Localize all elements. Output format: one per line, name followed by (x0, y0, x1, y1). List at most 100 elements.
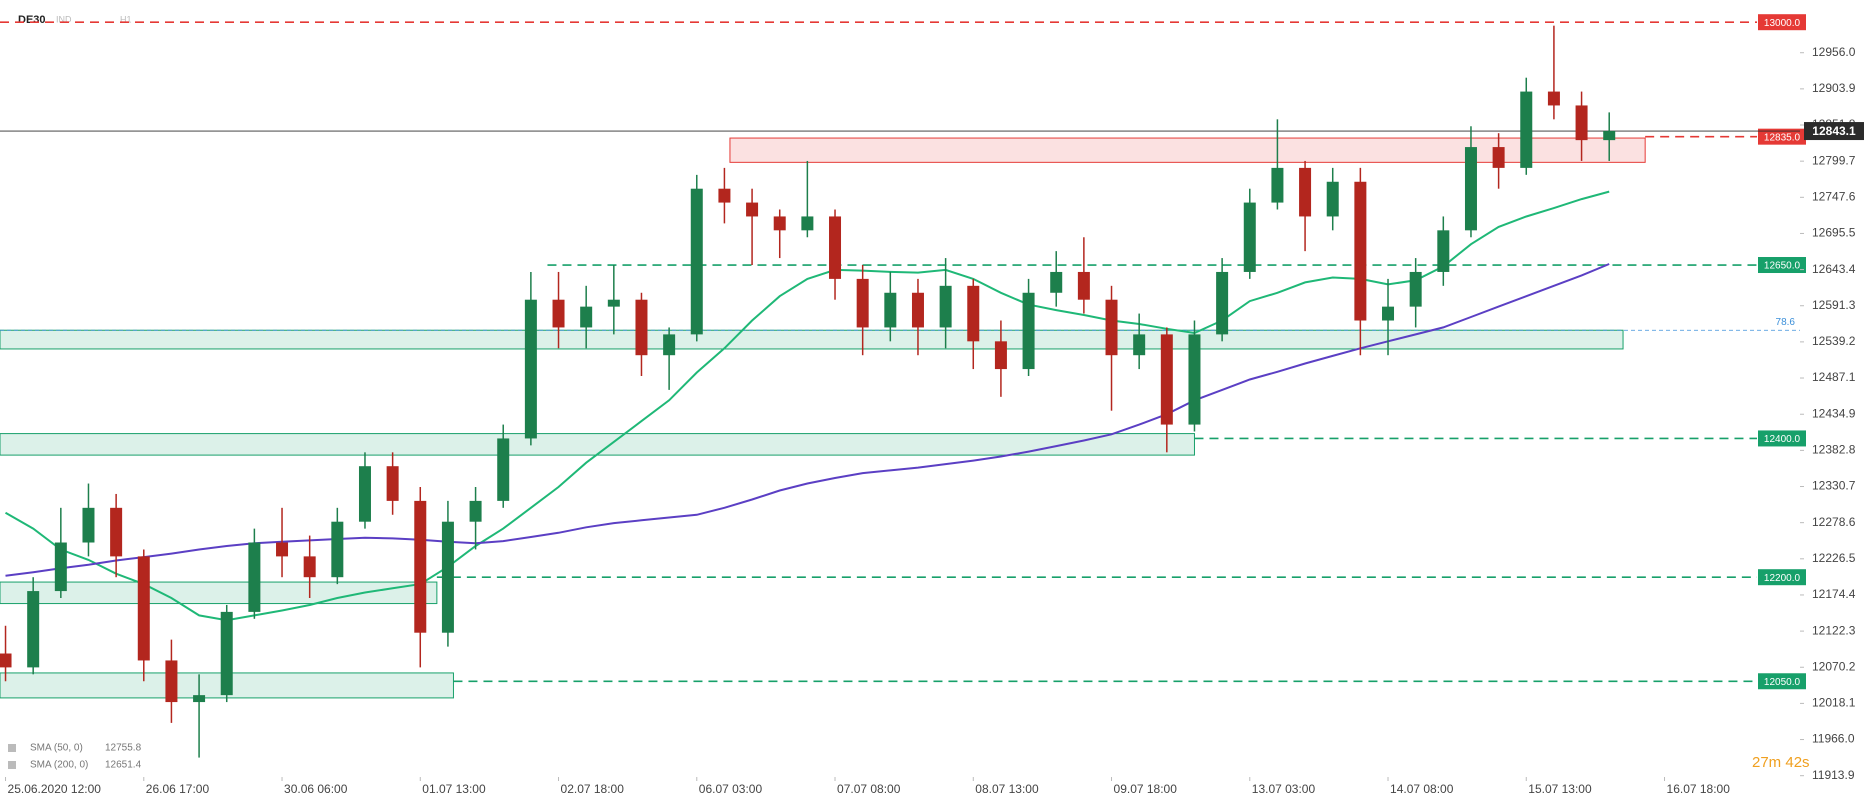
level-label: 12835.0 (1764, 132, 1801, 143)
candle-body (220, 611, 233, 696)
candle-body (276, 542, 289, 557)
y-tick-label: 12643.4 (1812, 262, 1856, 276)
x-tick-label: 06.07 03:00 (699, 782, 763, 796)
legend-icon (8, 744, 16, 752)
level-label-box (1758, 673, 1806, 690)
candle-body (1133, 334, 1146, 356)
y-tick-label: 12226.5 (1812, 551, 1856, 565)
symbol: DE30 (18, 14, 46, 26)
candle-body (911, 292, 924, 328)
candle-body (967, 285, 980, 342)
candle-body (939, 285, 952, 328)
candle-body (1243, 202, 1256, 272)
y-tick-label: 12539.2 (1812, 334, 1856, 348)
candle-body (1520, 91, 1533, 168)
candle-body (1188, 334, 1201, 425)
level-label-box (1758, 128, 1806, 145)
y-tick-label: 12434.9 (1812, 406, 1856, 420)
candle-body (165, 660, 178, 703)
candle-body (441, 521, 454, 633)
candle-body (1077, 271, 1090, 300)
x-tick-label: 13.07 03:00 (1252, 782, 1316, 796)
x-tick-label: 16.07 18:00 (1667, 782, 1731, 796)
y-tick-label: 12070.2 (1812, 659, 1856, 673)
candle-body (1547, 91, 1560, 106)
level-label: 12650.0 (1764, 261, 1801, 272)
symbol-tag[interactable]: H1 (120, 14, 132, 24)
symbol-tag[interactable]: IND (56, 14, 72, 24)
candle-body (1575, 105, 1588, 141)
candle-body (580, 306, 593, 328)
candle-body (27, 591, 40, 668)
legend-value: 12651.4 (105, 760, 142, 771)
level-label-box (1758, 14, 1806, 31)
y-tick-label: 12018.1 (1812, 696, 1856, 710)
candle-body (663, 334, 676, 356)
x-tick-label: 25.06.2020 12:00 (8, 782, 102, 796)
x-tick-label: 09.07 18:00 (1114, 782, 1178, 796)
candle-body (1105, 299, 1118, 356)
legend-name: SMA (200, 0) (30, 760, 88, 771)
candle-body (801, 216, 814, 231)
candle-body (110, 507, 123, 557)
candle-body (1382, 306, 1395, 321)
level-label-box (1758, 257, 1806, 274)
candle-body (82, 507, 95, 543)
level-label: 12200.0 (1764, 573, 1801, 584)
candle-body (331, 521, 344, 578)
sma-line (5, 190, 1610, 622)
zone (729, 137, 1646, 163)
level-label: 12050.0 (1764, 677, 1801, 688)
candle-body (137, 556, 150, 661)
x-tick-label: 26.06 17:00 (146, 782, 210, 796)
candle-body (54, 542, 67, 592)
candle-timer: 27m 42s (1752, 754, 1810, 771)
x-tick-label: 01.07 13:00 (422, 782, 486, 796)
candle-body (193, 695, 206, 703)
x-tick-label: 30.06 06:00 (284, 782, 348, 796)
x-tick-label: 15.07 13:00 (1528, 782, 1592, 796)
x-tick-label: 14.07 08:00 (1390, 782, 1454, 796)
candle-body (1050, 271, 1063, 293)
candle-body (1409, 271, 1422, 307)
y-tick-label: 12122.3 (1812, 623, 1856, 637)
candle-body (1271, 167, 1284, 203)
candle-body (884, 292, 897, 328)
candle-body (469, 500, 482, 522)
y-tick-label: 11913.9 (1812, 768, 1855, 782)
candle-body (0, 653, 12, 668)
y-tick-label: 12382.8 (1812, 443, 1856, 457)
legend-name: SMA (50, 0) (30, 743, 83, 754)
candle-body (746, 202, 759, 217)
level-label-box (1758, 430, 1806, 447)
candle-body (607, 299, 620, 307)
zone (0, 329, 1624, 350)
legend-value: 12755.8 (105, 743, 142, 754)
level-label-box (1758, 569, 1806, 586)
x-tick-label: 07.07 08:00 (837, 782, 901, 796)
candle-body (1299, 167, 1312, 217)
y-tick-label: 12695.5 (1812, 226, 1856, 240)
candle-body (1437, 230, 1450, 272)
zone (0, 581, 438, 605)
candle-body (303, 556, 316, 578)
x-tick-label: 02.07 18:00 (561, 782, 625, 796)
y-tick-label: 12330.7 (1812, 479, 1856, 493)
candle-body (497, 438, 510, 501)
candle-body (1216, 271, 1229, 335)
candle-body (829, 216, 842, 279)
y-tick-label: 12799.7 (1812, 153, 1856, 167)
fib-label: 78.6 (1776, 317, 1796, 328)
candle-body (994, 341, 1007, 370)
candle-body (1354, 181, 1367, 321)
candle-body (358, 466, 371, 522)
level-label: 13000.0 (1764, 18, 1801, 29)
candle-body (856, 278, 869, 328)
y-tick-label: 12591.3 (1812, 298, 1856, 312)
candle-body (1464, 147, 1477, 231)
candle-body (414, 500, 427, 633)
y-tick-label: 11966.0 (1812, 732, 1855, 746)
last-price-label: 12843.1 (1812, 124, 1856, 138)
candle-body (552, 299, 565, 328)
